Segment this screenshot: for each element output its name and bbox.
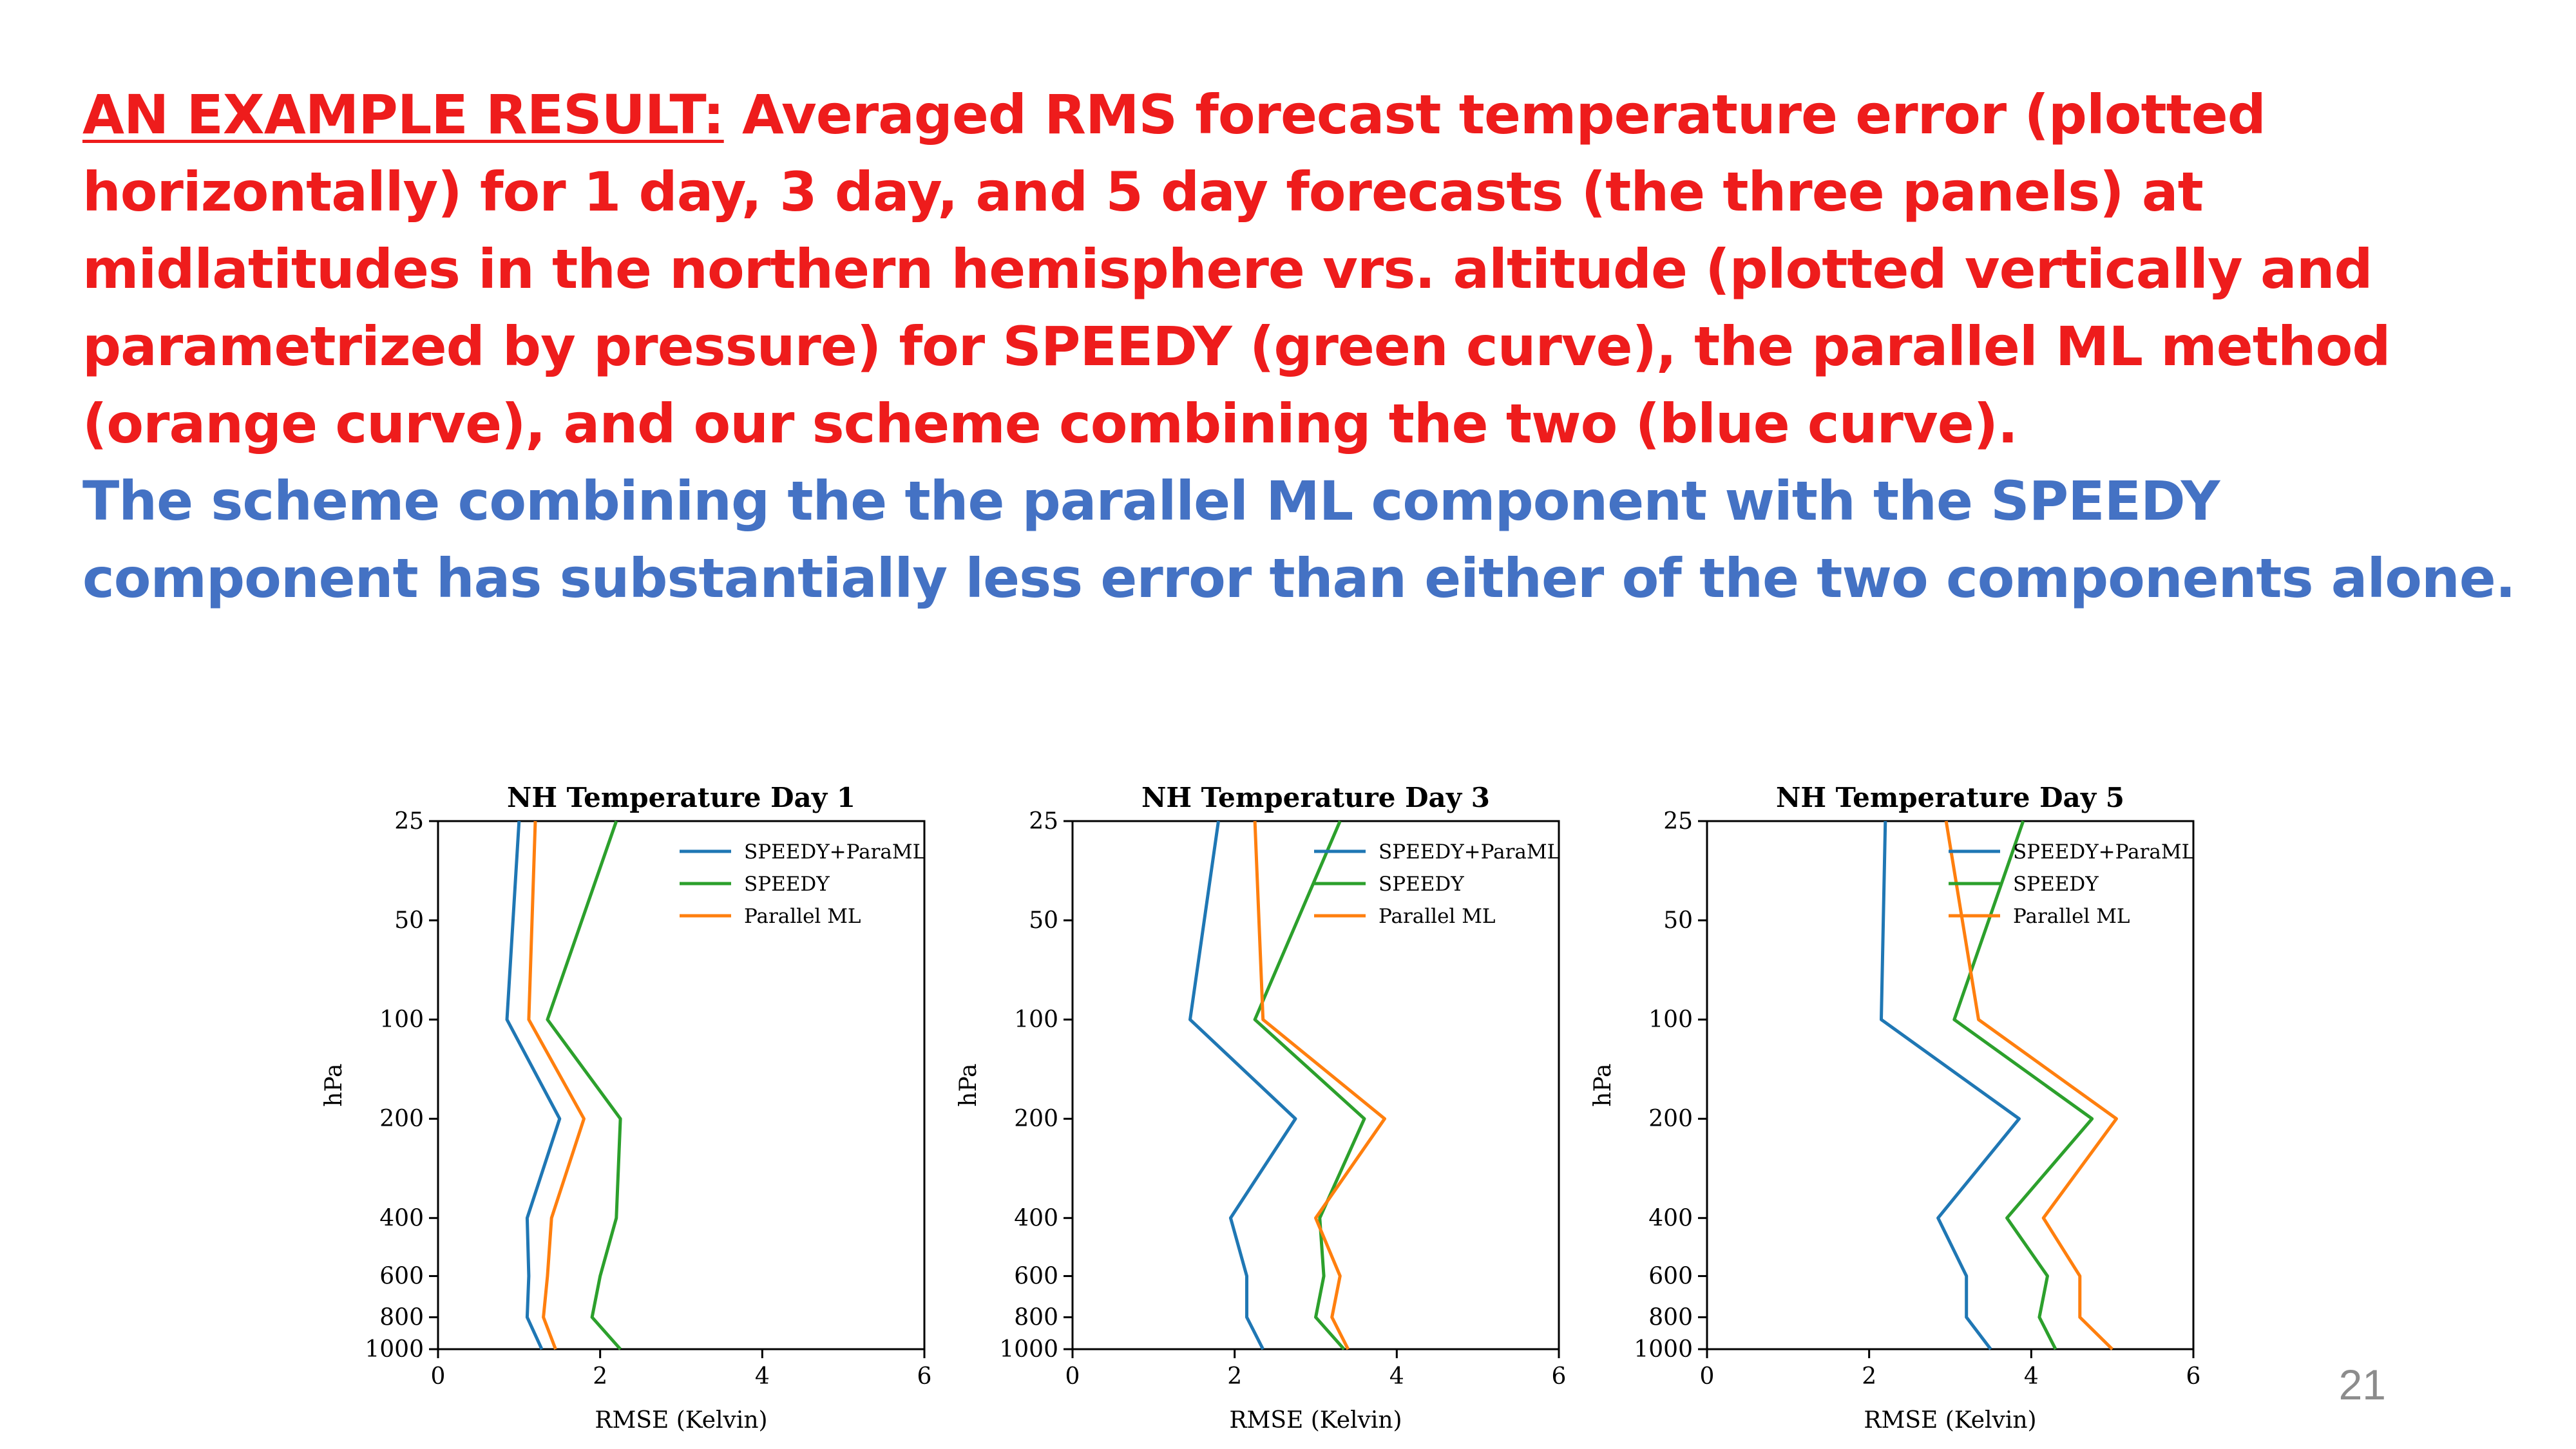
slide-heading: AN EXAMPLE RESULT: Averaged RMS forecast…: [82, 76, 2530, 617]
y-tick-label: 800: [1648, 1304, 1693, 1331]
x-tick-label: 0: [1065, 1363, 1080, 1390]
x-tick-label: 4: [1389, 1363, 1404, 1390]
y-axis-label: hPa: [1590, 1063, 1616, 1106]
y-tick-label: 100: [1648, 1007, 1693, 1033]
legend-label: Parallel ML: [2013, 905, 2130, 928]
heading-description: Averaged RMS forecast temperature error …: [82, 83, 2391, 455]
y-tick-label: 800: [1014, 1304, 1058, 1331]
x-tick-label: 2: [1227, 1363, 1242, 1390]
plot-frame: [437, 820, 926, 1350]
x-axis-label: RMSE (Kelvin): [1864, 1407, 2036, 1434]
y-tick-label: 200: [1014, 1106, 1058, 1132]
y-axis-label: hPa: [321, 1063, 347, 1106]
y-tick-label: 50: [1663, 907, 1693, 934]
x-tick-label: 4: [755, 1363, 770, 1390]
x-axis-label: RMSE (Kelvin): [595, 1407, 767, 1434]
y-tick-label: 25: [1029, 808, 1058, 835]
legend-label: SPEEDY+ParaML: [2013, 840, 2195, 864]
x-tick-label: 0: [431, 1363, 446, 1390]
y-tick-label: 400: [1014, 1205, 1058, 1231]
chart-title: NH Temperature Day 3: [1141, 782, 1490, 813]
y-tick-label: 200: [379, 1106, 424, 1132]
x-axis-label: RMSE (Kelvin): [1229, 1407, 1402, 1434]
y-tick-label: 400: [1648, 1205, 1693, 1231]
y-tick-label: 600: [1648, 1263, 1693, 1289]
y-tick-label: 25: [1663, 808, 1693, 835]
chart-panel-1: NH Temperature Day 1 0 2 4 6 25 50 100 200 400 600…: [321, 782, 931, 1434]
heading-conclusion: The scheme combining the the parallel ML…: [82, 469, 2516, 610]
legend-label: Parallel ML: [1379, 905, 1496, 928]
plot-frame: [1071, 820, 1560, 1350]
series-line-3: [1944, 820, 2118, 1350]
y-tick-label: 100: [1014, 1007, 1058, 1033]
x-tick-label: 6: [2186, 1363, 2201, 1390]
y-tick-label: 600: [379, 1263, 424, 1289]
series-line-3: [1253, 820, 1386, 1350]
y-tick-label: 600: [1014, 1263, 1058, 1289]
chart-panel-2: NH Temperature Day 3 0 2 4 6 25 50 100 200 400 600…: [955, 782, 1566, 1434]
y-tick-label: 1000: [999, 1336, 1058, 1363]
plot-frame: [1706, 820, 2195, 1350]
legend-label: SPEEDY+ParaML: [1379, 840, 1560, 864]
series-line-3: [527, 820, 586, 1350]
y-tick-label: 400: [379, 1205, 424, 1231]
x-tick-label: 6: [1552, 1363, 1567, 1390]
legend-label: SPEEDY: [2013, 873, 2099, 896]
chart-title: NH Temperature Day 1: [507, 782, 855, 813]
x-tick-label: 2: [1862, 1363, 1876, 1390]
y-axis-label: hPa: [955, 1063, 982, 1106]
legend-label: SPEEDY: [1379, 873, 1464, 896]
x-tick-label: 4: [2024, 1363, 2039, 1390]
y-tick-label: 100: [379, 1007, 424, 1033]
x-tick-label: 0: [1700, 1363, 1715, 1390]
y-tick-label: 1000: [365, 1336, 424, 1363]
y-tick-label: 1000: [1634, 1336, 1693, 1363]
heading-label: AN EXAMPLE RESULT:: [82, 83, 725, 146]
y-tick-label: 800: [379, 1304, 424, 1331]
series-line-1: [1188, 820, 1297, 1350]
series-line-2: [1253, 820, 1366, 1350]
y-tick-label: 200: [1648, 1106, 1693, 1132]
series-line-2: [1952, 820, 2094, 1350]
legend-label: SPEEDY+ParaML: [744, 840, 926, 864]
legend-label: SPEEDY: [744, 873, 830, 896]
y-tick-label: 25: [394, 808, 424, 835]
chart-panel-3: NH Temperature Day 5 0 2 4 6 25 50 100 200 400 600…: [1590, 782, 2200, 1434]
series-line-1: [505, 820, 562, 1350]
chart-title: NH Temperature Day 5: [1776, 782, 2124, 813]
slide-number: 21: [2338, 1361, 2386, 1408]
x-tick-label: 2: [593, 1363, 607, 1390]
series-line-2: [546, 820, 622, 1350]
legend-label: Parallel ML: [744, 905, 861, 928]
series-line-1: [1880, 820, 2021, 1350]
y-tick-label: 50: [394, 907, 424, 934]
x-tick-label: 6: [917, 1363, 932, 1390]
y-tick-label: 50: [1029, 907, 1058, 934]
